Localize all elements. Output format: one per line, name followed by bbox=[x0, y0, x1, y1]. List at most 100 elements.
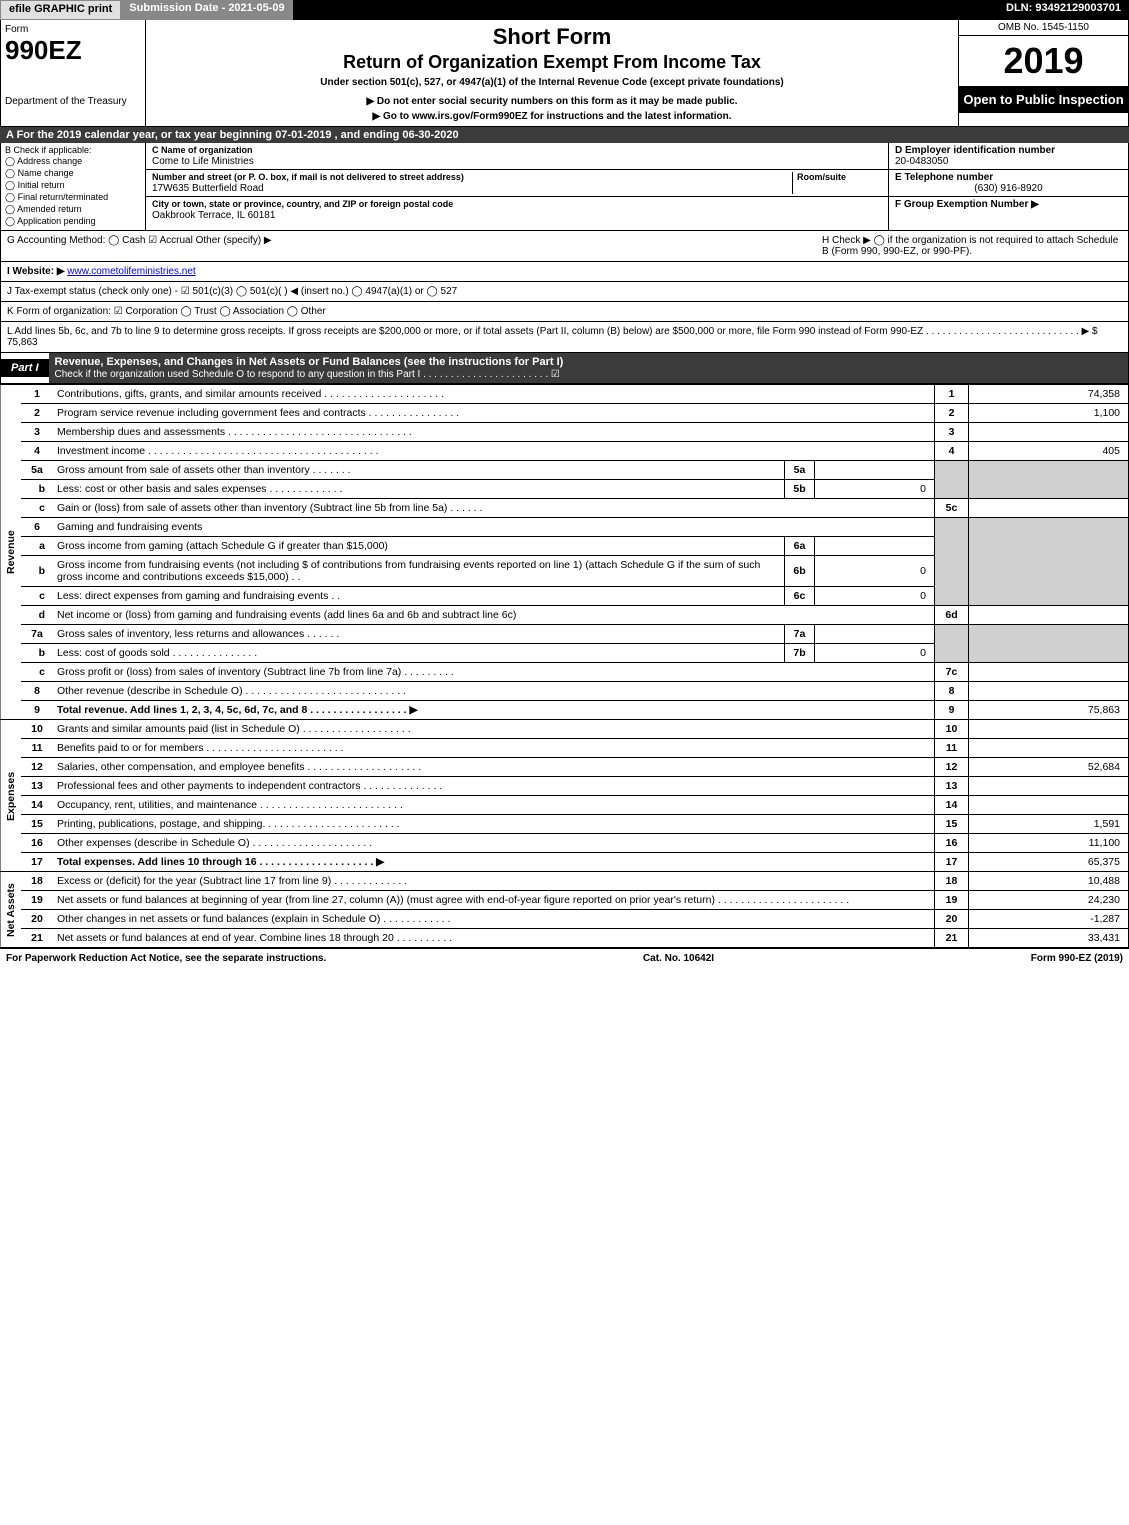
line-18-val: 10,488 bbox=[969, 872, 1129, 891]
part-i-title: Revenue, Expenses, and Changes in Net As… bbox=[55, 356, 564, 368]
line-6c-val: 0 bbox=[815, 587, 935, 606]
goto-link[interactable]: ▶ Go to www.irs.gov/Form990EZ for instru… bbox=[154, 111, 950, 122]
tax-year: 2019 bbox=[959, 36, 1128, 86]
line-7b-desc: Less: cost of goods sold . . . . . . . .… bbox=[53, 644, 785, 663]
side-expenses: Expenses bbox=[1, 720, 22, 872]
line-15-val: 1,591 bbox=[969, 815, 1129, 834]
e-phone: (630) 916-8920 bbox=[895, 183, 1122, 194]
line-7c-val bbox=[969, 663, 1129, 682]
footer-form: Form 990-EZ (2019) bbox=[1031, 953, 1123, 964]
form-header: Form 990EZ Department of the Treasury Sh… bbox=[0, 20, 1129, 127]
line-6a-desc: Gross income from gaming (attach Schedul… bbox=[53, 537, 785, 556]
efile-print-button[interactable]: efile GRAPHIC print bbox=[0, 0, 121, 20]
title-under: Under section 501(c), 527, or 4947(a)(1)… bbox=[154, 77, 950, 88]
line-13-desc: Professional fees and other payments to … bbox=[53, 777, 935, 796]
line-19-desc: Net assets or fund balances at beginning… bbox=[53, 891, 935, 910]
submission-date: Submission Date - 2021-05-09 bbox=[121, 0, 292, 20]
footer-left: For Paperwork Reduction Act Notice, see … bbox=[6, 953, 326, 964]
line-19-val: 24,230 bbox=[969, 891, 1129, 910]
chk-amended[interactable]: ◯ Amended return bbox=[5, 204, 141, 215]
dept-label: Department of the Treasury bbox=[5, 96, 141, 107]
line-9-desc: Total revenue. Add lines 1, 2, 3, 4, 5c,… bbox=[53, 701, 935, 720]
line-5a-val bbox=[815, 461, 935, 480]
b-label: B Check if applicable: bbox=[5, 145, 92, 155]
line-5a-desc: Gross amount from sale of assets other t… bbox=[53, 461, 785, 480]
chk-name-change[interactable]: ◯ Name change bbox=[5, 168, 141, 179]
line-11-desc: Benefits paid to or for members . . . . … bbox=[53, 739, 935, 758]
warn-ssn: ▶ Do not enter social security numbers o… bbox=[154, 96, 950, 107]
j-tax-exempt: J Tax-exempt status (check only one) - ☑… bbox=[0, 282, 1129, 302]
footer: For Paperwork Reduction Act Notice, see … bbox=[0, 948, 1129, 968]
line-18-desc: Excess or (deficit) for the year (Subtra… bbox=[53, 872, 935, 891]
chk-application-pending[interactable]: ◯ Application pending bbox=[5, 216, 141, 227]
line-3-val bbox=[969, 423, 1129, 442]
city: Oakbrook Terrace, IL 60181 bbox=[152, 210, 275, 221]
city-label: City or town, state or province, country… bbox=[152, 199, 453, 209]
line-12-val: 52,684 bbox=[969, 758, 1129, 777]
d-ein-label: D Employer identification number bbox=[895, 145, 1055, 156]
room-label: Room/suite bbox=[797, 172, 846, 182]
line-5c-val bbox=[969, 499, 1129, 518]
line-14-desc: Occupancy, rent, utilities, and maintena… bbox=[53, 796, 935, 815]
title-short-form: Short Form bbox=[154, 24, 950, 50]
line-7c-desc: Gross profit or (loss) from sales of inv… bbox=[53, 663, 935, 682]
line-13-val bbox=[969, 777, 1129, 796]
l-gross-receipts: L Add lines 5b, 6c, and 7b to line 9 to … bbox=[0, 322, 1129, 353]
h-schedule-b: H Check ▶ ◯ if the organization is not r… bbox=[822, 235, 1122, 257]
line-20-desc: Other changes in net assets or fund bala… bbox=[53, 910, 935, 929]
street: 17W635 Butterfield Road bbox=[152, 183, 264, 194]
top-bar: efile GRAPHIC print Submission Date - 20… bbox=[0, 0, 1129, 20]
line-7b-val: 0 bbox=[815, 644, 935, 663]
line-6d-desc: Net income or (loss) from gaming and fun… bbox=[53, 606, 935, 625]
omb-number: OMB No. 1545-1150 bbox=[959, 20, 1128, 36]
line-20-val: -1,287 bbox=[969, 910, 1129, 929]
line-4-desc: Investment income . . . . . . . . . . . … bbox=[53, 442, 935, 461]
chk-address-change[interactable]: ◯ Address change bbox=[5, 156, 141, 167]
revenue-table: Revenue 1Contributions, gifts, grants, a… bbox=[0, 384, 1129, 948]
org-info-row: B Check if applicable: ◯ Address change … bbox=[0, 143, 1129, 231]
line-6b-desc: Gross income from fundraising events (no… bbox=[53, 556, 785, 587]
line-15-desc: Printing, publications, postage, and shi… bbox=[53, 815, 935, 834]
line-17-desc: Total expenses. Add lines 10 through 16 … bbox=[53, 853, 935, 872]
k-form-org: K Form of organization: ☑ Corporation ◯ … bbox=[0, 302, 1129, 322]
line-2-val: 1,100 bbox=[969, 404, 1129, 423]
line-16-desc: Other expenses (describe in Schedule O) … bbox=[53, 834, 935, 853]
line-10-desc: Grants and similar amounts paid (list in… bbox=[53, 720, 935, 739]
line-8-val bbox=[969, 682, 1129, 701]
line-21-val: 33,431 bbox=[969, 929, 1129, 948]
line-6a-val bbox=[815, 537, 935, 556]
line-21-desc: Net assets or fund balances at end of ye… bbox=[53, 929, 935, 948]
line-4-val: 405 bbox=[969, 442, 1129, 461]
chk-initial-return[interactable]: ◯ Initial return bbox=[5, 180, 141, 191]
street-label: Number and street (or P. O. box, if mail… bbox=[152, 172, 464, 182]
line-5b-val: 0 bbox=[815, 480, 935, 499]
period-bar: A For the 2019 calendar year, or tax yea… bbox=[0, 127, 1129, 143]
line-6b-val: 0 bbox=[815, 556, 935, 587]
line-3-desc: Membership dues and assessments . . . . … bbox=[53, 423, 935, 442]
c-name-label: C Name of organization bbox=[152, 145, 253, 155]
line-6-desc: Gaming and fundraising events bbox=[53, 518, 935, 537]
form-number: 990EZ bbox=[5, 35, 141, 66]
line-1-val: 74,358 bbox=[969, 385, 1129, 404]
line-7a-desc: Gross sales of inventory, less returns a… bbox=[53, 625, 785, 644]
line-10-val bbox=[969, 720, 1129, 739]
chk-final-return[interactable]: ◯ Final return/terminated bbox=[5, 192, 141, 203]
line-11-val bbox=[969, 739, 1129, 758]
side-net-assets: Net Assets bbox=[1, 872, 22, 948]
side-revenue: Revenue bbox=[1, 385, 22, 720]
part-i-header: Part I Revenue, Expenses, and Changes in… bbox=[0, 353, 1129, 384]
line-16-val: 11,100 bbox=[969, 834, 1129, 853]
inspection-label: Open to Public Inspection bbox=[959, 86, 1128, 113]
line-5b-desc: Less: cost or other basis and sales expe… bbox=[53, 480, 785, 499]
part-i-tag: Part I bbox=[1, 359, 49, 377]
line-5c-desc: Gain or (loss) from sale of assets other… bbox=[53, 499, 935, 518]
line-17-val: 65,375 bbox=[969, 853, 1129, 872]
part-i-sub: Check if the organization used Schedule … bbox=[55, 369, 560, 380]
title-return: Return of Organization Exempt From Incom… bbox=[154, 52, 950, 73]
line-6c-desc: Less: direct expenses from gaming and fu… bbox=[53, 587, 785, 606]
i-website-link[interactable]: www.cometolifeministries.net bbox=[67, 266, 195, 277]
e-phone-label: E Telephone number bbox=[895, 172, 993, 183]
dln: DLN: 93492129003701 bbox=[998, 0, 1129, 20]
line-6d-val bbox=[969, 606, 1129, 625]
line-9-val: 75,863 bbox=[969, 701, 1129, 720]
